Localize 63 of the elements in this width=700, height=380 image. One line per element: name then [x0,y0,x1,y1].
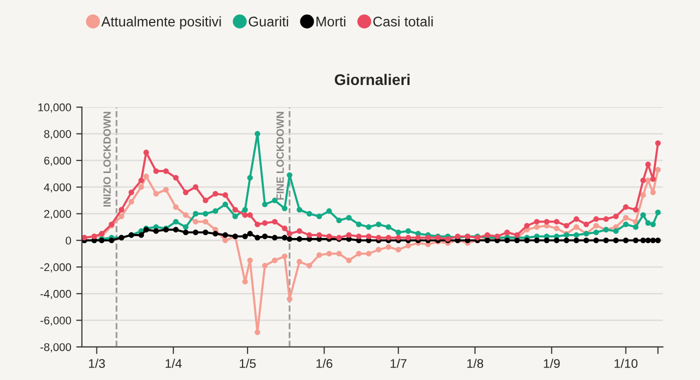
point [306,262,312,268]
y-tick-label: 10,000 [38,103,72,113]
point [346,258,352,264]
y-tick-label: 4,000 [44,183,72,193]
y-tick-label: -6,000 [40,316,72,326]
point [282,254,288,260]
point [655,166,661,173]
point [650,190,656,196]
point [593,222,599,228]
point [640,192,646,198]
y-tick-label: 8,000 [44,130,72,140]
point [286,296,292,302]
legend-label: Guariti [248,16,288,26]
legend-label: Attualmente positivi [101,16,221,30]
point [366,250,372,256]
chart-title: Giornalieri [334,74,410,86]
y-tick-label: 0 [66,236,72,245]
point [376,246,382,252]
y-tick-label: -4,000 [40,290,72,300]
point [386,244,392,250]
point [574,224,580,230]
point [356,250,362,256]
point [534,224,540,230]
point [326,250,332,256]
y-tick-label: 2,000 [44,210,72,220]
point [143,174,149,180]
y-tick-label: -8,000 [40,343,72,352]
point [272,258,278,264]
point [192,218,198,224]
point [128,198,134,205]
point [118,214,124,220]
point [623,214,629,221]
point [316,252,322,258]
point [247,258,253,264]
point [296,258,302,264]
point [173,204,179,210]
point [254,330,260,336]
point [182,212,189,218]
ref-line-label: FINE LOCKDOWN [276,112,284,200]
x-tick-label: 1/8 [467,358,484,368]
point [554,226,560,232]
x-tick-label: 1/4 [166,358,182,368]
point [222,238,228,244]
legend-label: Morti [316,16,346,26]
point [396,246,402,252]
point [138,184,144,190]
y-tick-label: 6,000 [44,156,72,166]
x-tick-label: 1/9 [544,358,560,368]
point [163,186,169,193]
x-tick-label: 1/10 [614,358,638,368]
point [262,262,268,268]
point [153,190,159,197]
x-tick-label: 1/5 [240,358,256,368]
point [405,242,412,248]
point [242,278,248,284]
x-tick-label: 1/6 [316,358,332,368]
point [336,250,342,256]
x-tick-label: 1/7 [390,358,406,368]
legend-label: Casi totali [373,16,433,26]
x-tick-label: 1/3 [89,358,105,368]
point [202,218,208,224]
y-tick-label: -2,000 [40,263,72,272]
ref-line-label: INIZIO LOCKDOWN [103,112,111,207]
